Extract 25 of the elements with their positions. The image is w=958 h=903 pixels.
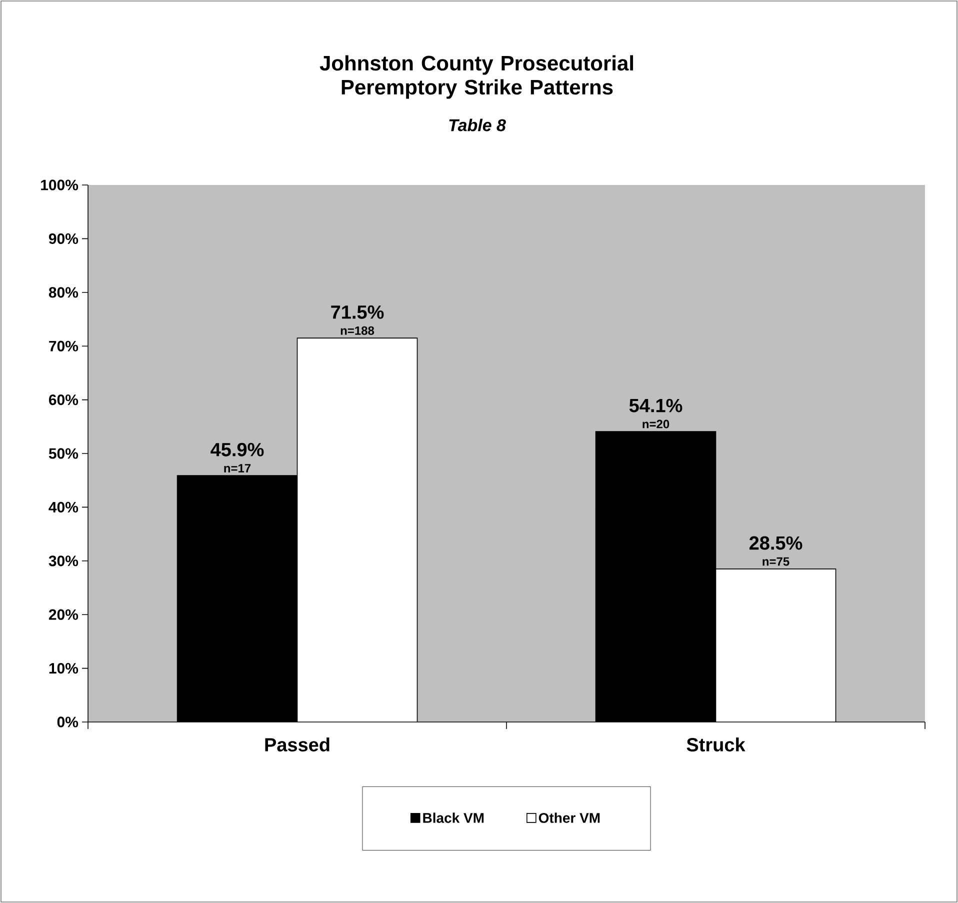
- data-label: 28.5%: [749, 536, 802, 550]
- y-tick-label: 0%: [57, 716, 78, 728]
- x-tick-label: Struck: [686, 738, 746, 752]
- legend-label: Other VM: [538, 812, 600, 823]
- annotation: n=188: [340, 326, 374, 335]
- y-tick-label: 60%: [48, 394, 78, 406]
- y-tick-label: 80%: [48, 287, 78, 298]
- annotation: n=17: [224, 464, 251, 472]
- y-tick-label: 30%: [48, 556, 78, 566]
- y-tick-label: 10%: [49, 662, 78, 674]
- y-tick-label: 50%: [48, 448, 78, 459]
- y-tick-label: 70%: [49, 340, 78, 352]
- y-tick-label: 100%: [41, 180, 78, 190]
- y-tick-label: 40%: [48, 502, 78, 513]
- chart-title: Johnston County Prosecutorial Peremptory Strike Patterns: [320, 55, 634, 99]
- data-label: 54.1%: [629, 398, 682, 412]
- data-label: 45.9%: [210, 442, 264, 456]
- annotation: n=20: [642, 420, 670, 428]
- annotation: n=75: [762, 557, 790, 566]
- legend-label: Black VM: [423, 812, 484, 823]
- data-label: 71.5%: [331, 305, 384, 319]
- chart-subtitle: Table 8: [449, 118, 506, 132]
- y-tick-label: 20%: [48, 609, 78, 620]
- x-tick-label: Passed: [265, 738, 330, 752]
- y-tick-label: 90%: [48, 233, 78, 244]
